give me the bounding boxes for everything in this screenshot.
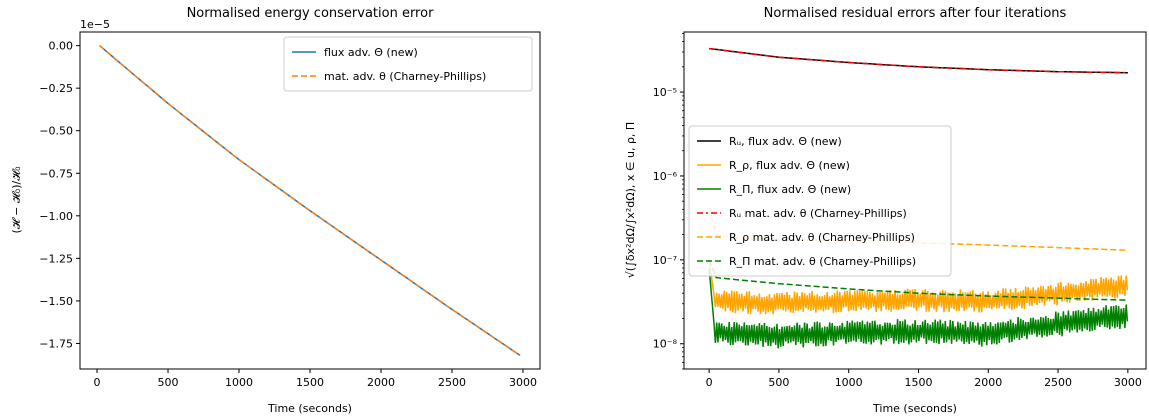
x-tick-label: 2500 [1044, 376, 1072, 389]
x-axis-label: Time (seconds) [267, 402, 352, 415]
x-axis: 0 500 1000 1500 2000 2500 3000 [706, 369, 1142, 389]
residual-errors-chart: Normalised residual errors after four it… [624, 6, 1147, 415]
series-line-1 [708, 259, 1129, 315]
x-tick-label: 2000 [367, 376, 395, 389]
series-line-1 [99, 45, 521, 357]
legend-box [283, 36, 533, 92]
legend-box [688, 125, 952, 277]
series-line-2 [708, 267, 1129, 349]
y-offset-text: 1e−5 [80, 18, 110, 31]
y-tick-label: −1.25 [39, 252, 73, 265]
x-tick-label: 3000 [509, 376, 537, 389]
energy-error-chart: Normalised energy conservation error 1e−… [10, 6, 541, 415]
legend-label: mat. adv. θ (Charney-Phillips) [324, 70, 486, 83]
y-tick-label: 0.00 [49, 40, 74, 53]
legend: flux adv. Θ (new) mat. adv. θ (Charney-Ph… [283, 36, 533, 92]
y-tick-label: −0.50 [39, 125, 73, 138]
plot-frame [683, 31, 1147, 370]
legend-label: flux adv. Θ (new) [324, 46, 418, 59]
x-tick-label: 1000 [835, 376, 863, 389]
legend-label: Rᵤ mat. adv. θ (Charney-Phillips) [729, 207, 907, 220]
x-tick-label: 500 [158, 376, 179, 389]
x-tick-label: 0 [706, 376, 713, 389]
y-tick-label: 10⁻⁷ [653, 254, 677, 267]
y-tick-label: −1.00 [39, 210, 73, 223]
series-line-3 [709, 47, 1128, 74]
x-tick-label: 1000 [225, 376, 253, 389]
y-axis-label: (𝓗 − 𝓗₀)/𝓗₀ [10, 166, 23, 234]
legend-label: R_Π mat. adv. θ (Charney-Phillips) [729, 255, 916, 268]
legend-label: R_ρ, flux adv. Θ (new) [729, 159, 850, 172]
legend: Rᵤ, flux adv. Θ (new) R_ρ, flux adv. Θ (n… [688, 125, 952, 277]
x-tick-label: 1500 [296, 376, 324, 389]
x-tick-label: 2000 [974, 376, 1002, 389]
y-tick-label: 10⁻⁵ [653, 86, 677, 99]
y-tick-label: −0.25 [39, 82, 73, 95]
y-tick-label: −1.75 [39, 337, 73, 350]
y-axis: 10⁻⁸ 10⁻⁷ 10⁻⁶ 10⁻⁵ [653, 33, 684, 370]
y-tick-label: −1.50 [39, 295, 73, 308]
x-tick-label: 2500 [438, 376, 466, 389]
series-group [99, 45, 521, 357]
series-line-0 [99, 45, 521, 357]
x-axis-label: Time (seconds) [872, 402, 957, 415]
y-tick-label: −0.75 [39, 167, 73, 180]
series-line-5 [708, 259, 1128, 301]
x-tick-label: 3000 [1114, 376, 1142, 389]
chart-title: Normalised energy conservation error [187, 6, 435, 21]
y-axis-label: √(∫δx²dΩ/∫x²dΩ), x ∈ u, ρ, Π [624, 122, 637, 278]
x-tick-label: 0 [94, 376, 101, 389]
x-tick-label: 500 [768, 376, 789, 389]
legend-label: R_ρ mat. adv. θ (Charney-Phillips) [729, 231, 915, 244]
y-tick-label: 10⁻⁸ [653, 338, 678, 351]
y-axis: 0.00 −0.25 −0.50 −0.75 −1.00 −1.25 −1.50 −1.75 [39, 40, 80, 350]
series-line-0 [709, 47, 1128, 74]
legend-label: R_Π, flux adv. Θ (new) [729, 183, 851, 196]
y-tick-label: 10⁻⁶ [653, 170, 678, 183]
legend-label: Rᵤ, flux adv. Θ (new) [729, 135, 842, 148]
chart-title: Normalised residual errors after four it… [764, 6, 1067, 21]
x-axis: 0 500 1000 1500 2000 2500 3000 [94, 369, 537, 389]
x-tick-label: 1500 [904, 376, 932, 389]
